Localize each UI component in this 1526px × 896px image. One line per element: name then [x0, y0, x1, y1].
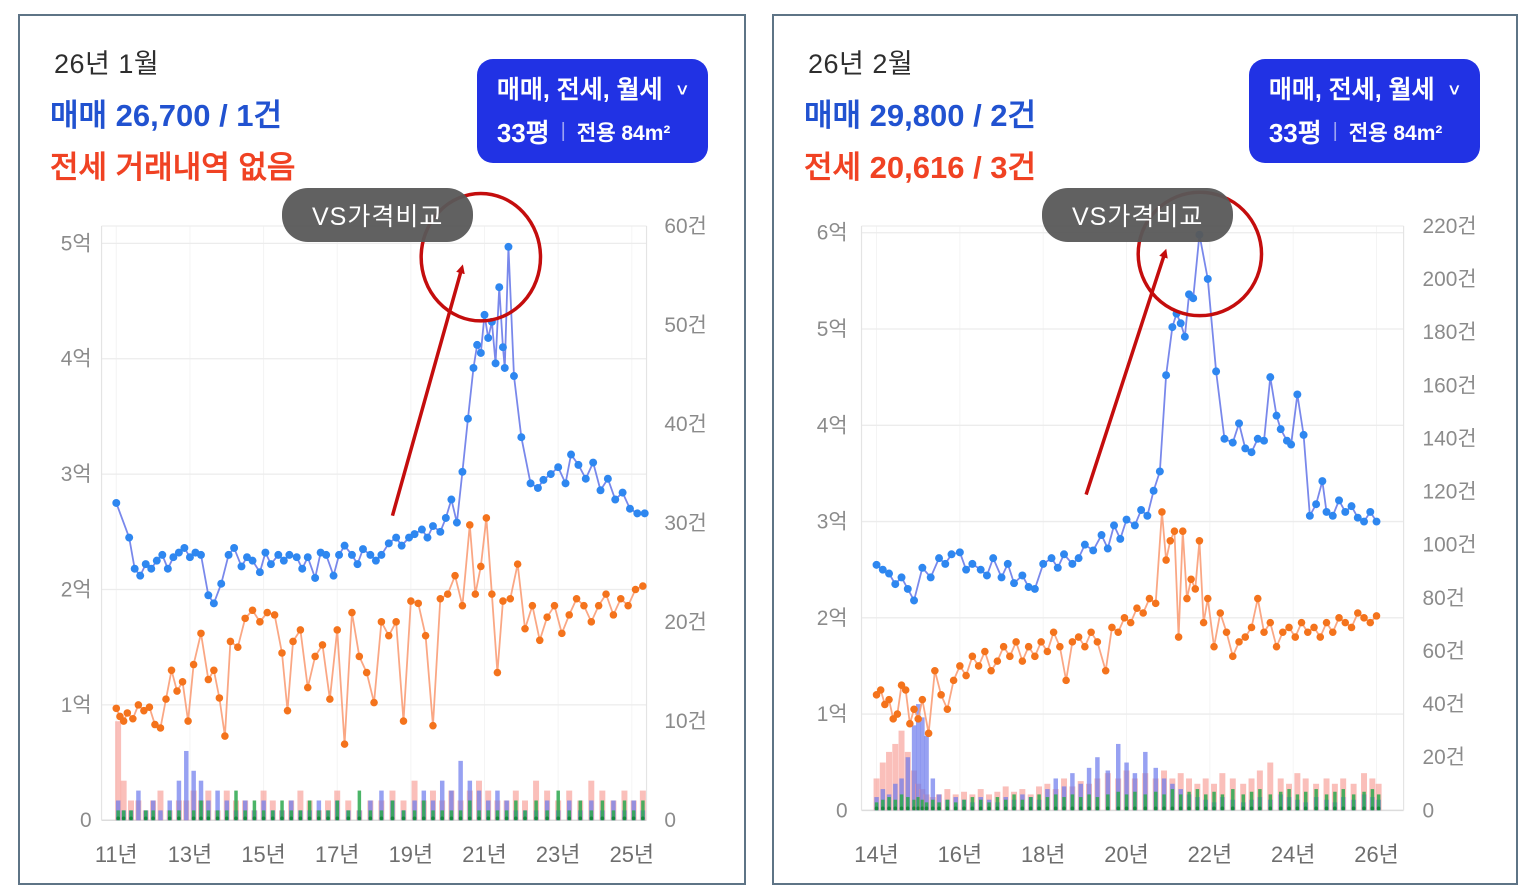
svg-text:18년: 18년 — [1021, 842, 1065, 867]
highlight-circle-annotation — [390, 191, 543, 517]
gridlines — [860, 225, 1405, 812]
jeonse-summary: 전세 거래내역 없음 — [50, 150, 296, 185]
svg-text:20년: 20년 — [1104, 842, 1148, 867]
svg-text:15년: 15년 — [241, 842, 285, 867]
svg-text:180건: 180건 — [1423, 321, 1477, 344]
sale-price-line — [112, 242, 649, 608]
sale-summary: 매매 26,700 / 1건 — [50, 98, 283, 133]
svg-text:20건: 20건 — [1423, 746, 1465, 769]
svg-text:160건: 160건 — [1423, 374, 1477, 397]
trade-type-filter-button[interactable]: 매매, 전세, 월세 ∨ 33평 | 전용 84m² — [476, 59, 708, 163]
svg-text:200건: 200건 — [1423, 268, 1477, 291]
svg-text:40건: 40건 — [1423, 693, 1465, 716]
svg-text:14년: 14년 — [854, 842, 898, 867]
svg-text:0: 0 — [80, 809, 92, 832]
panel-jan-2026: 26년 1월 매매 26,700 / 1건 전세 거래내역 없음 매매, 전세,… — [18, 14, 746, 885]
svg-text:60건: 60건 — [664, 215, 706, 238]
svg-text:80건: 80건 — [1423, 587, 1465, 610]
svg-text:6억: 6억 — [817, 222, 848, 245]
svg-text:220건: 220건 — [1423, 215, 1477, 238]
exclusive-area-label: 전용 84m² — [1348, 121, 1443, 145]
vs-price-compare-pill: VS가격비교 — [282, 188, 474, 242]
svg-text:13년: 13년 — [168, 842, 212, 867]
panel-title: 26년 1월 — [54, 49, 160, 79]
exclusive-area-label: 전용 84m² — [576, 121, 671, 145]
svg-text:22년: 22년 — [1188, 842, 1232, 867]
svg-text:24년: 24년 — [1271, 842, 1315, 867]
pyeong-label: 33평 — [1268, 118, 1322, 148]
jeonse-price-line — [112, 514, 647, 748]
svg-text:0: 0 — [664, 809, 676, 832]
chevron-down-icon: ∨ — [1446, 80, 1462, 98]
jeonse-summary: 전세 20,616 / 3건 — [804, 150, 1037, 185]
svg-text:25년: 25년 — [610, 842, 654, 867]
svg-text:5억: 5억 — [61, 232, 92, 255]
gridlines — [100, 225, 648, 822]
svg-text:4억: 4억 — [61, 348, 92, 371]
count-axis-labels: 0 10건 20건 30건 40건 50건 60건 — [664, 215, 706, 832]
svg-text:0: 0 — [1423, 799, 1435, 822]
year-axis-labels: 14년 16년 18년 20년 22년 24년 26년 — [854, 842, 1398, 867]
volume-bars — [115, 721, 646, 821]
svg-text:16년: 16년 — [938, 842, 982, 867]
trade-type-filter-button[interactable]: 매매, 전세, 월세 ∨ 33평 | 전용 84m² — [1248, 59, 1480, 163]
divider: | — [560, 120, 566, 142]
svg-text:5억: 5억 — [817, 318, 848, 341]
svg-text:60건: 60건 — [1423, 640, 1465, 663]
svg-text:120건: 120건 — [1423, 481, 1477, 504]
price-axis-labels: 0 1억 2억 3억 4억 5억 6억 — [817, 222, 848, 823]
svg-text:140건: 140건 — [1423, 427, 1477, 450]
svg-text:19년: 19년 — [389, 842, 433, 867]
svg-text:17년: 17년 — [315, 842, 359, 867]
sale-price-line — [872, 230, 1381, 605]
panel-title: 26년 2월 — [808, 49, 914, 79]
filter-types-label: 매매, 전세, 월세 — [496, 76, 663, 104]
volume-bars — [873, 704, 1382, 811]
svg-text:11년: 11년 — [95, 842, 138, 867]
year-axis-labels: 11년 13년 15년 17년 19년 21년 23년 25년 — [95, 842, 654, 867]
price-history-chart[interactable]: 0 1억 2억 3억 4억 5억 6억 0 20건 40건 60건 80건 100건 120건 140건 16… — [774, 16, 1516, 883]
svg-text:3억: 3억 — [817, 511, 848, 534]
svg-text:0: 0 — [836, 799, 848, 822]
divider: | — [1332, 120, 1338, 142]
vs-price-compare-pill: VS가격비교 — [1042, 188, 1234, 242]
svg-text:21년: 21년 — [462, 842, 506, 867]
svg-text:1억: 1억 — [817, 703, 848, 726]
svg-text:10건: 10건 — [664, 710, 706, 733]
svg-text:1억: 1억 — [61, 694, 92, 717]
svg-text:26년: 26년 — [1354, 842, 1398, 867]
svg-text:100건: 100건 — [1423, 534, 1477, 557]
price-axis-labels: 0 1억 2억 3억 4억 5억 — [61, 232, 92, 832]
svg-text:4억: 4억 — [817, 414, 848, 437]
svg-text:2억: 2억 — [61, 578, 92, 601]
filter-types-label: 매매, 전세, 월세 — [1268, 76, 1435, 104]
chevron-down-icon: ∨ — [674, 80, 690, 98]
svg-text:30건: 30건 — [664, 512, 706, 535]
svg-text:23년: 23년 — [536, 842, 580, 867]
sale-summary: 매매 29,800 / 2건 — [804, 98, 1037, 133]
svg-text:40건: 40건 — [664, 413, 706, 436]
svg-text:50건: 50건 — [664, 314, 706, 337]
count-axis-labels: 0 20건 40건 60건 80건 100건 120건 140건 160건 180건 200건 220… — [1423, 215, 1477, 822]
jeonse-price-line — [872, 508, 1381, 738]
pyeong-label: 33평 — [496, 118, 550, 148]
svg-text:20건: 20건 — [664, 611, 706, 634]
panel-feb-2026: 26년 2월 매매 29,800 / 2건 전세 20,616 / 3건 매매,… — [772, 14, 1518, 885]
svg-text:3억: 3억 — [61, 463, 92, 486]
svg-text:2억: 2억 — [817, 607, 848, 630]
